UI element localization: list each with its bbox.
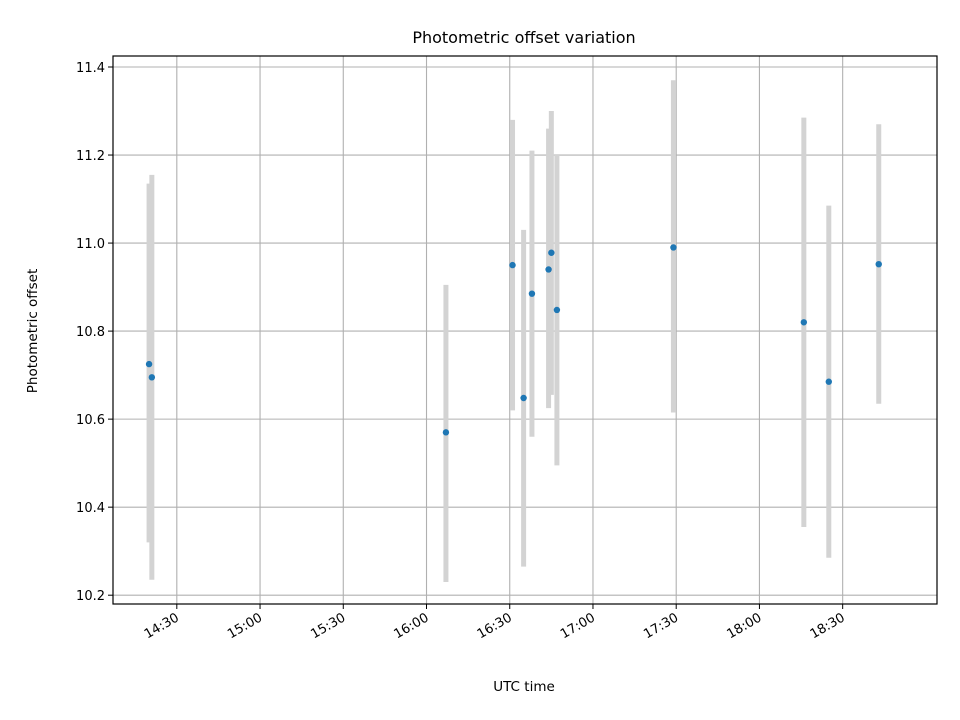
y-axis-label: Photometric offset	[25, 269, 41, 393]
y-tick-label: 11.2	[76, 149, 105, 164]
plot-frame	[112, 55, 938, 605]
data-point	[875, 260, 882, 268]
y-axis-ticks: 10.2 10.4 10.6 10.8 11.0 11.2 11.4	[76, 61, 113, 604]
data-point	[800, 319, 808, 326]
data-point	[553, 306, 561, 314]
data-point	[148, 374, 156, 381]
x-tick-label: 15:00	[225, 610, 265, 642]
data-point	[509, 261, 516, 269]
data-point	[670, 244, 677, 251]
x-axis-label: UTC time	[493, 679, 555, 695]
y-tick-label: 10.6	[76, 413, 105, 428]
y-tick-label: 10.4	[76, 501, 105, 516]
x-tick-label: 15:30	[308, 610, 348, 642]
y-tick-label: 11.0	[76, 237, 105, 252]
x-tick-label: 16:00	[392, 610, 432, 642]
data-point	[548, 249, 555, 256]
data-point	[520, 394, 527, 402]
data-point	[528, 290, 536, 297]
y-tick-label: 11.4	[76, 61, 105, 76]
x-axis-ticks: 14:30 15:00 15:30 16:00 16:30 17:00 17:30 18:00…	[142, 604, 848, 642]
chart-title: Photometric offset variation	[412, 28, 635, 47]
data-point	[145, 360, 153, 368]
x-tick-label: 14:30	[142, 610, 182, 642]
data-point	[545, 266, 552, 273]
y-tick-label: 10.2	[76, 589, 105, 604]
x-tick-label: 18:30	[808, 610, 848, 642]
data-point	[442, 429, 450, 436]
x-tick-label: 17:30	[641, 610, 681, 642]
x-tick-label: 17:00	[558, 610, 598, 642]
y-tick-label: 10.8	[76, 325, 105, 340]
data-points	[145, 244, 882, 436]
data-point	[825, 378, 832, 385]
x-tick-label: 18:00	[724, 610, 764, 642]
x-tick-label: 16:30	[475, 610, 515, 642]
